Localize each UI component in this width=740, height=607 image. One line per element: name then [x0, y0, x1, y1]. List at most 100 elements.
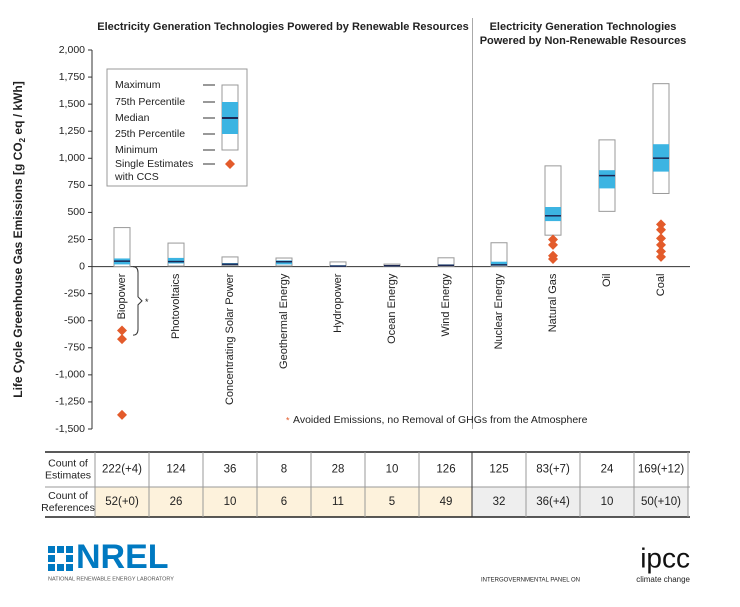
table-cell: 126 — [436, 464, 455, 476]
legend-label: 75th Percentile — [115, 96, 185, 108]
ccs-estimate — [656, 233, 666, 244]
table-cell: 6 — [281, 496, 287, 508]
legend-label: 25th Percentile — [115, 128, 185, 140]
ccs-estimate — [656, 219, 666, 230]
y-tick-label: -1,500 — [55, 423, 85, 435]
x-tick-label: Hydropower — [332, 273, 344, 333]
table-cell: 11 — [332, 496, 344, 508]
x-tick-label: Geothermal Energy — [278, 273, 290, 369]
legend-label: Median — [115, 112, 150, 124]
y-tick-label: 0 — [79, 260, 85, 272]
nrel-subtitle: NATIONAL RENEWABLE ENERGY LABORATORY — [48, 576, 174, 582]
table-cell: 49 — [440, 496, 453, 508]
cell-bg — [526, 487, 580, 517]
box-range — [652, 83, 670, 194]
ccs-estimate — [117, 325, 127, 336]
y-tick-label: 1,500 — [59, 98, 85, 110]
y-axis-label-part: Life Cycle Greenhouse Gas Emissions [g C… — [11, 142, 25, 397]
y-tick-label: 250 — [67, 233, 85, 245]
ccs-estimate — [117, 409, 127, 420]
y-tick-label: 1,250 — [59, 125, 85, 137]
cell-bg — [580, 487, 634, 517]
table-cell: 222(+4) — [102, 464, 142, 476]
ccs-estimate — [548, 239, 558, 250]
y-tick-label: 1,750 — [59, 71, 85, 83]
ipcc-subtitle: climate change — [636, 575, 690, 584]
x-tick-label: Nuclear Energy — [493, 273, 505, 349]
ccs-estimate — [548, 234, 558, 245]
group-title: Powered by Non-Renewable Resources — [480, 35, 687, 47]
box-iqr — [599, 170, 615, 189]
y-tick-label: 1,000 — [59, 152, 85, 164]
avoided-bracket — [132, 266, 143, 336]
annotation-marker: * — [286, 416, 290, 426]
cell-bg — [419, 487, 473, 517]
cell-bg — [95, 487, 149, 517]
avoided-marker: * — [145, 297, 149, 307]
nrel-logo: NREL — [76, 538, 169, 576]
group-title: Electricity Generation Technologies — [490, 21, 677, 33]
ccs-estimate — [656, 246, 666, 257]
y-tick-label: -750 — [64, 342, 85, 354]
cell-bg — [311, 487, 365, 517]
table-cell: 10 — [386, 464, 399, 476]
y-axis-label: Life Cycle Greenhouse Gas Emissions [g C… — [11, 81, 27, 398]
y-tick-label: 750 — [67, 179, 85, 191]
ccs-estimate — [117, 334, 127, 345]
y-tick-label: -1,000 — [55, 369, 85, 381]
x-tick-label: Concentrating Solar Power — [224, 273, 236, 405]
cell-bg — [149, 487, 203, 517]
y-tick-label: 2,000 — [59, 44, 85, 56]
y-tick-label: 500 — [67, 206, 85, 218]
table-cell: 36 — [224, 464, 237, 476]
table-cell: 5 — [389, 496, 395, 508]
table-cell: 125 — [489, 464, 508, 476]
table-cell: 36(+4) — [536, 496, 570, 508]
box-iqr — [545, 207, 561, 222]
box-range — [437, 257, 455, 267]
y-tick-label: -500 — [64, 314, 85, 326]
table-cell: 50(+10) — [641, 496, 681, 508]
box-iqr — [168, 257, 184, 264]
legend-label: with CCS — [114, 171, 159, 183]
table-cell: 32 — [493, 496, 506, 508]
cell-bg — [203, 487, 257, 517]
table-cell: 8 — [281, 464, 287, 476]
cell-bg — [472, 487, 526, 517]
table-cell: 10 — [224, 496, 237, 508]
x-tick-label: Wind Energy — [440, 273, 452, 336]
row-label: Count of — [48, 457, 88, 469]
y-tick-label: -1,250 — [55, 396, 85, 408]
cell-bg — [634, 487, 688, 517]
x-tick-label: Natural Gas — [547, 273, 559, 332]
cell-bg — [365, 487, 419, 517]
row-label: References — [41, 502, 95, 514]
box-range — [221, 256, 239, 267]
table-cell: 28 — [332, 464, 345, 476]
legend-label: Single Estimates — [115, 158, 193, 170]
ipcc-logo: ipcc — [640, 542, 690, 573]
legend-diamond — [225, 159, 235, 169]
x-tick-label: Coal — [655, 274, 667, 297]
ipcc-subtitle: INTERGOVERNMENTAL PANEL ON — [481, 578, 580, 584]
nrel-icon — [48, 546, 73, 571]
x-tick-label: Ocean Energy — [386, 273, 398, 344]
table-cell: 24 — [601, 464, 614, 476]
x-tick-label: Biopower — [116, 273, 128, 319]
ccs-estimate — [548, 253, 558, 264]
annotation: Avoided Emissions, no Removal of GHGs fr… — [293, 414, 588, 426]
legend-label: Maximum — [115, 79, 161, 91]
cell-bg — [257, 487, 311, 517]
table-cell: 169(+12) — [638, 464, 685, 476]
ccs-estimate — [656, 224, 666, 235]
ccs-estimate — [656, 251, 666, 262]
legend-label: Minimum — [115, 144, 158, 156]
box-iqr — [491, 261, 507, 266]
box-range — [490, 242, 508, 267]
y-axis-label-part: eq / kWh] — [11, 81, 25, 138]
table-cell: 26 — [170, 496, 183, 508]
row-label: Estimates — [45, 469, 91, 481]
table-cell: 10 — [601, 496, 614, 508]
